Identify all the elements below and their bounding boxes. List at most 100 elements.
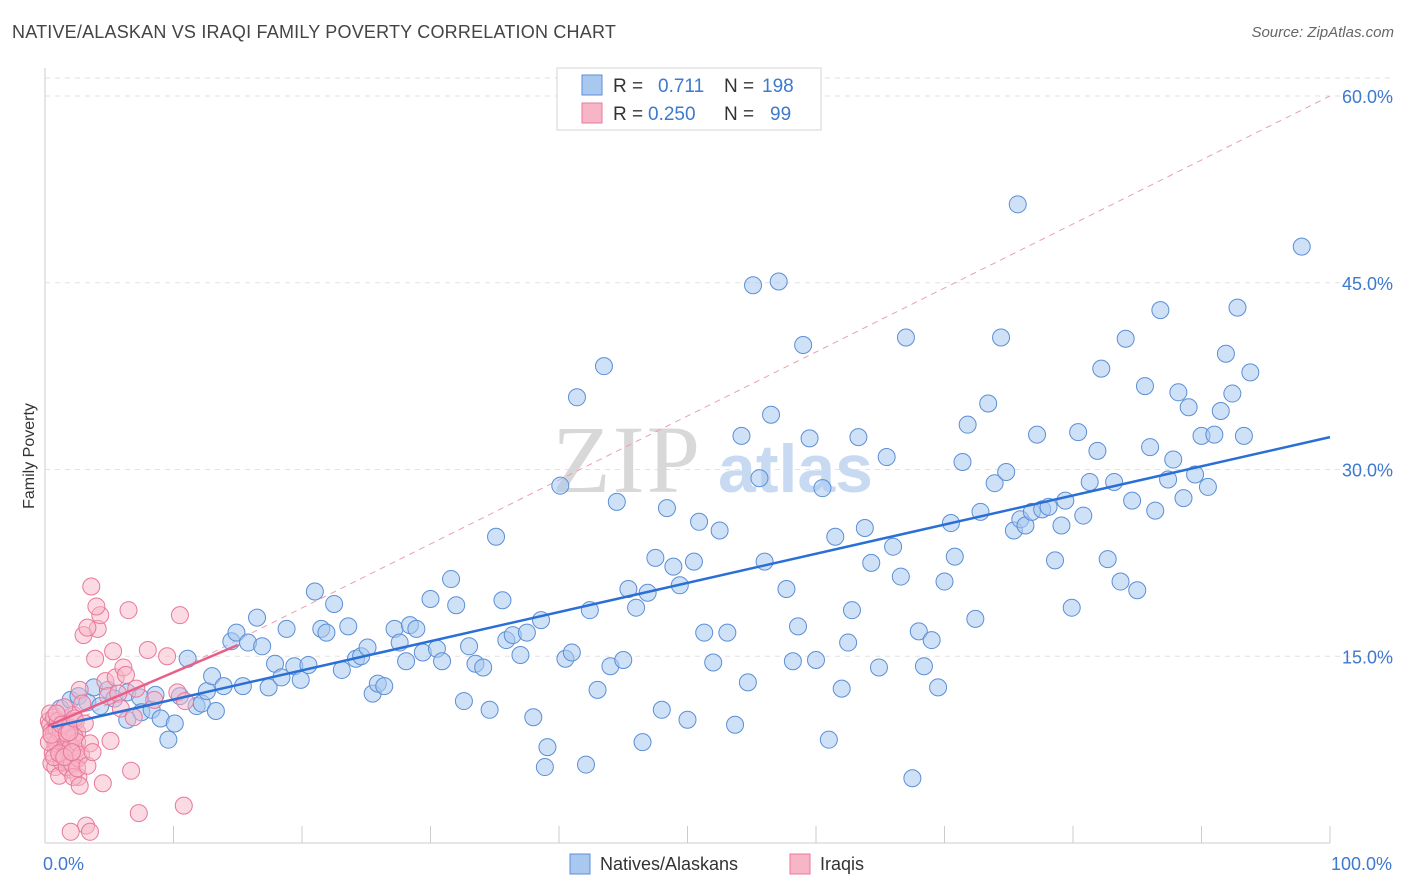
natives-point-92: [652, 700, 671, 719]
natives-point-112: [783, 652, 802, 671]
natives-point-116: [807, 650, 825, 669]
natives-point-83: [594, 357, 613, 376]
y-tick-label-3: 60.0%: [1342, 87, 1393, 107]
natives-point-167: [1123, 491, 1142, 510]
natives-point-78: [562, 643, 581, 662]
y-axis-label: Family Poverty: [21, 403, 38, 509]
iraqi-point-66: [83, 743, 102, 762]
natives-point-113: [789, 617, 808, 636]
legend-box: R = 0.711 N = 198 R = 0.250 N = 99: [556, 67, 822, 131]
natives-point-117: [813, 479, 832, 498]
natives-point-157: [1062, 598, 1081, 617]
natives-point-99: [695, 623, 714, 642]
natives-point-132: [909, 622, 928, 641]
natives-point-42: [332, 660, 351, 679]
natives-point-129: [891, 567, 910, 586]
legend-swatch-natives: [581, 74, 603, 96]
natives-point-174: [1164, 450, 1183, 469]
iraqi-point-74: [104, 642, 123, 661]
bottom-swatch-natives: [569, 853, 591, 875]
natives-point-177: [1179, 398, 1198, 417]
iraqi-point-84: [129, 804, 148, 823]
natives-point-101: [710, 521, 729, 540]
natives-point-186: [1234, 426, 1253, 445]
natives-point-52: [397, 652, 416, 671]
x-tick-label-1: 100.0%: [1331, 854, 1392, 874]
legend-r-value-iraqis: 0.250: [648, 104, 696, 125]
natives-point-97: [684, 552, 703, 571]
natives-point-166: [1116, 329, 1135, 348]
natives-point-170: [1141, 438, 1160, 457]
natives-point-106: [744, 276, 763, 295]
iraqi-point-80: [119, 601, 138, 620]
natives-point-125: [862, 553, 881, 572]
natives-point-169: [1135, 377, 1154, 396]
natives-point-135: [929, 678, 948, 697]
natives-point-136: [935, 572, 954, 591]
natives-point-178: [1186, 465, 1205, 484]
iraqi-point-89: [170, 606, 189, 625]
natives-point-80: [576, 755, 595, 774]
iraqi-point-87: [158, 647, 177, 666]
iraqi-point-59: [62, 743, 81, 762]
reference-layer: [44, 95, 1331, 737]
natives-point-185: [1228, 298, 1247, 317]
iraqi-point-85: [138, 641, 157, 660]
iraqi-point-93: [82, 577, 101, 596]
natives-point-128: [884, 537, 903, 556]
natives-point-34: [277, 619, 296, 638]
natives-point-131: [903, 769, 922, 788]
natives-point-151: [1028, 425, 1047, 444]
natives-point-180: [1198, 477, 1217, 496]
natives-point-171: [1146, 501, 1165, 520]
natives-point-85: [607, 492, 626, 511]
natives-point-118: [819, 730, 838, 749]
natives-point-88: [627, 598, 646, 617]
natives-point-188: [1008, 195, 1027, 214]
natives-point-165: [1111, 572, 1130, 591]
natives-point-64: [474, 658, 493, 677]
natives-point-49: [375, 677, 394, 696]
legend-r-label-natives: R =: [613, 76, 643, 97]
iraqi-point-67: [86, 649, 105, 668]
natives-point-155: [1052, 516, 1071, 535]
natives-point-123: [849, 428, 868, 447]
natives-point-76: [551, 476, 570, 495]
chart-title: NATIVE/ALASKAN VS IRAQI FAMILY POVERTY C…: [12, 22, 617, 42]
iraqi-point-92: [78, 618, 97, 637]
iraqi-point-98: [174, 796, 193, 815]
tick-labels: 15.0% 30.0% 45.0% 60.0% 0.0% 100.0%: [43, 87, 1393, 874]
natives-point-176: [1174, 489, 1193, 508]
natives-point-59: [442, 570, 461, 589]
iraqi-point-70: [93, 774, 112, 793]
natives-point-40: [317, 623, 336, 642]
legend-n-label-iraqis: N =: [724, 104, 754, 125]
natives-point-168: [1128, 581, 1147, 600]
natives-point-30: [253, 637, 272, 656]
source-label: Source: ZipAtlas.com: [1251, 24, 1394, 41]
natives-point-158: [1069, 423, 1088, 442]
natives-point-58: [433, 652, 452, 671]
legend-n-value-iraqis: 99: [770, 104, 791, 125]
natives-point-43: [339, 617, 358, 636]
natives-point-22: [203, 667, 222, 686]
y-tick-label-0: 15.0%: [1342, 647, 1393, 667]
watermark-zip: ZIP: [552, 406, 702, 513]
y-tick-label-1: 30.0%: [1342, 461, 1393, 481]
natives-point-86: [614, 650, 633, 669]
natives-point-79: [567, 388, 586, 407]
y-tick-label-2: 45.0%: [1342, 274, 1393, 294]
iraqi-point-94: [87, 597, 106, 616]
natives-point-184: [1223, 384, 1242, 403]
natives-point-159: [1074, 506, 1093, 525]
reference-line: [44, 95, 1331, 737]
natives-trend-line: [51, 435, 1331, 729]
x-tick-label-0: 0.0%: [43, 854, 84, 874]
natives-point-140: [958, 415, 977, 434]
natives-point-115: [800, 429, 819, 448]
natives-point-29: [248, 608, 267, 627]
natives-point-146: [997, 462, 1016, 481]
natives-point-65: [480, 700, 499, 719]
natives-point-161: [1088, 441, 1107, 460]
natives-point-71: [517, 623, 536, 642]
